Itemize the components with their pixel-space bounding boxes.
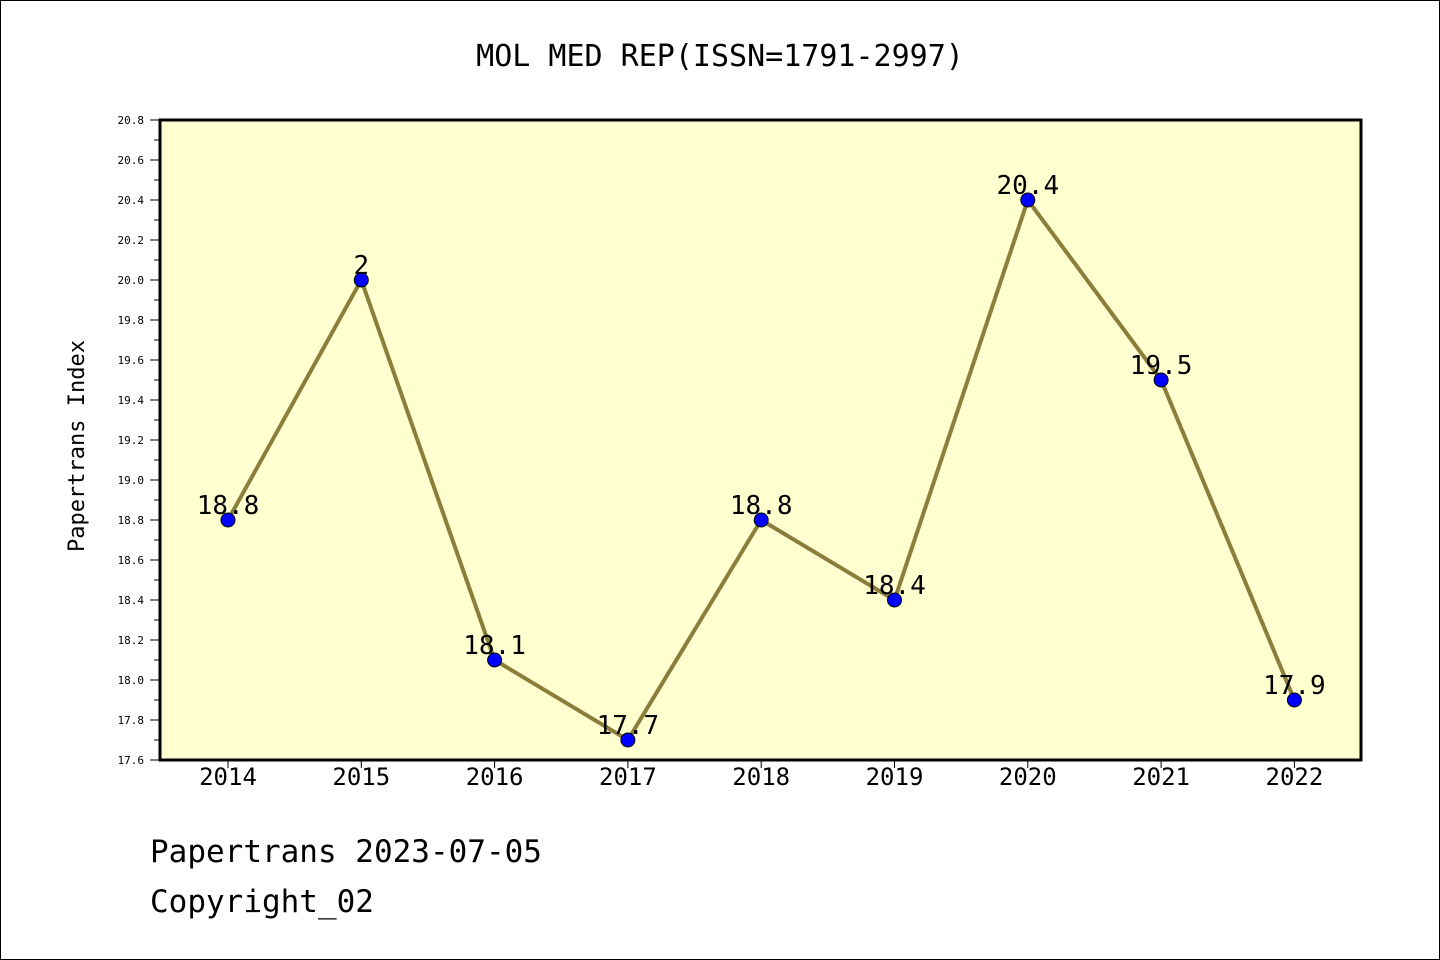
y-tick-label: 17.6 bbox=[118, 754, 145, 767]
data-point bbox=[887, 592, 902, 608]
y-tick-label: 19.0 bbox=[118, 474, 145, 487]
data-point bbox=[220, 512, 236, 528]
data-point bbox=[1153, 372, 1169, 388]
x-tick-label: 2021 bbox=[1132, 763, 1190, 791]
data-label: 18.8 bbox=[197, 491, 260, 521]
y-tick-label: 19.6 bbox=[118, 354, 145, 367]
data-label: 18.4 bbox=[863, 571, 926, 601]
x-tick-label: 2018 bbox=[732, 763, 790, 791]
data-label: 20.4 bbox=[996, 171, 1059, 201]
chart-title: MOL MED REP(ISSN=1791-2997) bbox=[476, 39, 964, 74]
y-tick-label: 19.2 bbox=[118, 434, 145, 447]
data-label: 18.8 bbox=[730, 491, 793, 521]
x-tick-label: 2015 bbox=[332, 763, 390, 791]
y-tick-label: 20.2 bbox=[118, 234, 145, 247]
x-tick-label: 2014 bbox=[199, 763, 257, 791]
x-tick-label: 2022 bbox=[1266, 763, 1324, 791]
x-axis: 2014 2015 2016 2017 2018 2019 2020 2021 2022 bbox=[199, 760, 1323, 791]
y-tick-label: 20.4 bbox=[118, 194, 145, 207]
y-tick-label: 19.8 bbox=[118, 314, 145, 327]
data-label: 17.9 bbox=[1263, 671, 1326, 701]
data-label: 2 bbox=[353, 251, 369, 281]
data-label: 18.1 bbox=[463, 631, 526, 661]
x-tick-label: 2019 bbox=[866, 763, 924, 791]
y-axis-label: Papertrans Index bbox=[65, 340, 90, 552]
footer-date: Papertrans 2023-07-05 bbox=[150, 834, 542, 870]
data-point bbox=[1286, 692, 1302, 708]
y-tick-label: 18.6 bbox=[118, 554, 145, 567]
y-tick-label: 20.0 bbox=[118, 274, 145, 287]
data-point bbox=[620, 732, 636, 748]
data-point bbox=[753, 512, 769, 528]
data-point bbox=[487, 652, 503, 668]
footer-copyright: Copyright_02 bbox=[150, 884, 374, 920]
y-tick-label: 18.8 bbox=[118, 514, 145, 527]
data-label: 17.7 bbox=[597, 711, 660, 741]
plot-area bbox=[158, 118, 1363, 762]
data-point bbox=[1020, 192, 1036, 208]
y-tick-label: 18.0 bbox=[118, 674, 145, 687]
marker-group bbox=[220, 192, 1302, 748]
x-tick-label: 2016 bbox=[466, 763, 524, 791]
y-tick-label: 18.2 bbox=[118, 634, 145, 647]
data-label: 19.5 bbox=[1130, 351, 1193, 381]
data-point bbox=[353, 272, 369, 288]
y-tick-label: 20.6 bbox=[118, 154, 145, 167]
x-tick-label: 2017 bbox=[599, 763, 657, 791]
x-tick-label: 2020 bbox=[999, 763, 1057, 791]
y-tick-label: 19.4 bbox=[118, 394, 145, 407]
y-tick-label: 20.8 bbox=[118, 114, 145, 127]
y-tick-label: 18.4 bbox=[118, 594, 145, 607]
y-axis: 17.6 17.8 18.0 18.2 18.4 18.6 18.8 19.0 19.2 19.4… bbox=[118, 114, 160, 767]
data-label-group: 18.8 2 18.1 17.7 18.8 18.4 20.4 19.5 17.9 bbox=[197, 171, 1326, 741]
y-tick-label: 17.8 bbox=[118, 714, 145, 727]
